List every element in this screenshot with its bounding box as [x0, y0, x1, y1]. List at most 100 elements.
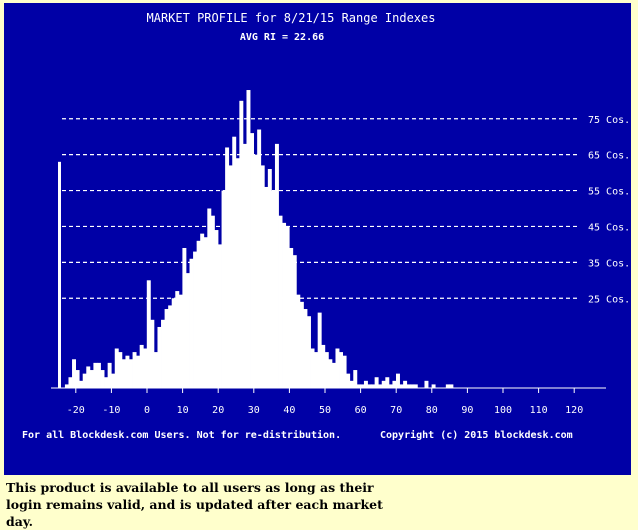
- footer-disclaimer: For all Blockdesk.com Users. Not for re-…: [22, 429, 341, 441]
- histogram-bar: [246, 90, 251, 388]
- histogram-bar: [96, 362, 101, 388]
- histogram-bar: [374, 377, 379, 388]
- histogram-bar: [193, 251, 198, 388]
- histogram-bar: [331, 362, 336, 388]
- histogram-bar: [68, 377, 73, 388]
- histogram-bar: [104, 377, 109, 388]
- x-tick-label: 100: [494, 405, 512, 416]
- histogram-bar: [225, 147, 230, 388]
- histogram-bar: [175, 291, 180, 388]
- histogram-bar: [129, 359, 133, 388]
- histogram-bar: [139, 344, 144, 388]
- x-axis: -20 -10 0 10 20 30 40 50 60 70 80 90 100 110 120: [51, 387, 606, 416]
- histogram-bar: [196, 240, 201, 388]
- histogram-bar: [396, 373, 400, 388]
- x-tick-label: 50: [319, 405, 331, 416]
- histogram-bar: [100, 370, 105, 388]
- histogram-bar: [64, 384, 69, 388]
- histogram-bar: [79, 380, 84, 388]
- histogram-bar: [310, 348, 315, 388]
- histogram-bar: [72, 359, 76, 388]
- x-tick-label: 0: [144, 405, 150, 416]
- x-tick-label: 60: [355, 405, 367, 416]
- histogram-bar: [203, 237, 208, 388]
- histogram-bar: [89, 370, 94, 388]
- histogram-bar: [214, 230, 219, 388]
- histogram-bar: [278, 215, 283, 388]
- histogram-bar: [221, 190, 226, 388]
- histogram-bar: [353, 370, 358, 388]
- histogram-bar: [228, 165, 233, 388]
- histogram-bar: [153, 352, 158, 388]
- histogram-bar: [299, 301, 304, 388]
- histogram-bar: [260, 165, 265, 388]
- histogram-bar: [164, 309, 169, 388]
- x-tick-label: 30: [248, 405, 260, 416]
- histogram-bar: [189, 258, 194, 388]
- histogram-bar: [168, 305, 173, 388]
- histogram-bars: [58, 90, 454, 389]
- histogram-bar: [445, 384, 450, 388]
- histogram-bar: [307, 316, 311, 388]
- x-tick-label: 90: [461, 405, 473, 416]
- x-tick-label: 20: [212, 405, 224, 416]
- histogram-bar: [328, 359, 333, 388]
- x-tick-label: 70: [390, 405, 402, 416]
- x-tick-label: 110: [530, 405, 548, 416]
- caption-text: This product is available to all users a…: [6, 480, 383, 529]
- reference-line-label: 65 Cos.: [588, 151, 630, 162]
- histogram-bar: [171, 298, 176, 388]
- reference-line-label: 55 Cos.: [588, 187, 630, 198]
- histogram-chart: MARKET PROFILE for 8/21/15 Range Indexes…: [22, 11, 630, 441]
- histogram-bar: [410, 384, 415, 388]
- histogram-bar: [182, 247, 187, 388]
- reference-line-label: 25 Cos.: [588, 294, 630, 305]
- histogram-bar: [314, 352, 319, 388]
- histogram-bar: [132, 352, 137, 388]
- histogram-bar: [388, 384, 393, 388]
- histogram-bar: [363, 380, 368, 388]
- chart-subtitle: AVG RI = 22.66: [240, 32, 324, 43]
- histogram-bar: [349, 380, 354, 388]
- histogram-bar: [178, 294, 183, 388]
- histogram-bar: [367, 384, 372, 388]
- histogram-bar: [264, 186, 269, 388]
- histogram-bar: [360, 384, 365, 388]
- histogram-bar: [75, 370, 80, 388]
- histogram-bar: [392, 380, 397, 388]
- histogram-bar: [371, 384, 376, 388]
- chart-title: MARKET PROFILE for 8/21/15 Range Indexes: [147, 11, 436, 25]
- histogram-bar: [218, 244, 222, 388]
- histogram-bar: [324, 352, 329, 388]
- x-tick-label: 10: [177, 405, 189, 416]
- histogram-bar: [239, 100, 244, 389]
- histogram-bar: [157, 326, 162, 388]
- histogram-bar: [317, 312, 322, 388]
- histogram-bar: [267, 169, 272, 388]
- histogram-bar: [449, 384, 454, 388]
- chart-panel: MARKET PROFILE for 8/21/15 Range Indexes…: [4, 3, 631, 475]
- histogram-bar: [242, 143, 247, 388]
- reference-line-label: 75 Cos.: [588, 115, 630, 126]
- histogram-bar: [339, 352, 343, 388]
- histogram-bar: [235, 158, 240, 388]
- histogram-bar: [93, 362, 98, 388]
- histogram-bar: [253, 154, 258, 388]
- histogram-bar: [111, 373, 116, 388]
- histogram-bar: [274, 143, 279, 388]
- histogram-bar: [114, 348, 119, 388]
- histogram-bar: [292, 255, 297, 388]
- histogram-bar: [136, 355, 141, 388]
- histogram-bar: [150, 319, 155, 388]
- histogram-bar: [250, 133, 254, 388]
- histogram-bar: [200, 233, 205, 388]
- histogram-bar: [378, 384, 383, 388]
- reference-lines: 25 Cos. 35 Cos. 45 Cos. 55 Cos. 65 Cos. 75 Co…: [62, 115, 630, 305]
- histogram-bar: [161, 319, 165, 388]
- histogram-bar: [121, 359, 126, 388]
- histogram-bar: [413, 384, 418, 388]
- histogram-bar: [381, 380, 386, 388]
- histogram-bar: [303, 309, 308, 388]
- histogram-bar: [399, 384, 404, 388]
- histogram-bar: [107, 362, 112, 388]
